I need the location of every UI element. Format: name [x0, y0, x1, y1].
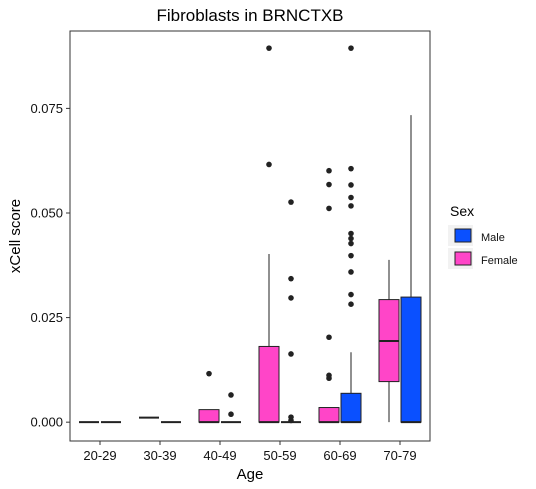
outlier-point — [326, 334, 332, 341]
box-male — [281, 199, 301, 424]
box-body — [318, 407, 340, 423]
outlier-point — [348, 252, 354, 259]
outlier-point — [288, 295, 294, 301]
x-tick-label: 70-79 — [383, 448, 416, 463]
outlier-point — [348, 165, 354, 172]
y-axis-ticks: 0.000 0.025 0.050 0.075 — [30, 101, 70, 430]
box-male — [400, 115, 422, 424]
outlier-point — [326, 167, 332, 174]
outlier-point — [348, 194, 354, 201]
outlier-point — [288, 199, 294, 205]
outlier-point — [326, 181, 332, 188]
y-axis-title: xCell score — [7, 199, 24, 273]
box-body — [198, 409, 220, 423]
outlier-point — [348, 235, 354, 242]
y-tick-label: 0.000 — [30, 415, 63, 430]
plot-area: 0.000 0.025 0.050 0.075 20-29 30-39 40-49 50-5… — [30, 30, 431, 463]
box-body — [340, 392, 362, 423]
box-body — [400, 296, 422, 423]
x-tick-label: 60-69 — [323, 448, 356, 463]
outlier-point — [348, 203, 354, 209]
outlier-point — [348, 291, 354, 298]
outlier-point — [348, 269, 354, 275]
outlier-point — [348, 240, 354, 247]
box-body — [258, 345, 280, 423]
y-tick-label: 0.050 — [30, 205, 63, 220]
outlier-point — [266, 161, 272, 168]
legend: Sex Male Female — [448, 203, 518, 269]
plot-border — [69, 30, 431, 442]
outlier-point — [288, 275, 294, 282]
outlier-point — [348, 230, 354, 237]
x-tick-label: 40-49 — [203, 448, 236, 463]
box-male — [340, 45, 362, 424]
outlier-point — [326, 205, 332, 212]
box-female — [318, 167, 340, 424]
legend-swatch-male — [454, 228, 472, 243]
box-plots — [79, 45, 422, 424]
outlier-point — [288, 414, 294, 420]
outlier-point — [348, 301, 354, 307]
y-tick-label: 0.025 — [30, 310, 63, 325]
x-tick-label: 20-29 — [83, 448, 116, 463]
y-tick-label: 0.075 — [30, 101, 63, 116]
x-tick-label: 30-39 — [143, 448, 176, 463]
outlier-point — [228, 411, 234, 418]
outlier-point — [326, 372, 332, 379]
outlier-point — [228, 392, 234, 398]
box-female — [198, 370, 220, 424]
legend-label-male: Male — [481, 232, 505, 244]
legend-title: Sex — [450, 203, 474, 219]
chart-title: Fibroblasts in BRNCTXB — [156, 6, 343, 25]
box-male — [221, 392, 241, 424]
outlier-point — [206, 370, 212, 377]
outlier-point — [266, 45, 272, 51]
box-female — [258, 45, 280, 424]
legend-label-female: Female — [481, 255, 518, 267]
outlier-point — [348, 182, 354, 188]
outlier-point — [288, 351, 294, 357]
x-axis-title: Age — [237, 466, 264, 483]
x-tick-label: 50-59 — [263, 448, 296, 463]
x-axis-ticks: 20-29 30-39 40-49 50-59 60-69 70-79 — [83, 441, 417, 463]
box-female — [378, 259, 400, 423]
outlier-point — [348, 45, 354, 51]
legend-swatch-female — [454, 251, 472, 266]
